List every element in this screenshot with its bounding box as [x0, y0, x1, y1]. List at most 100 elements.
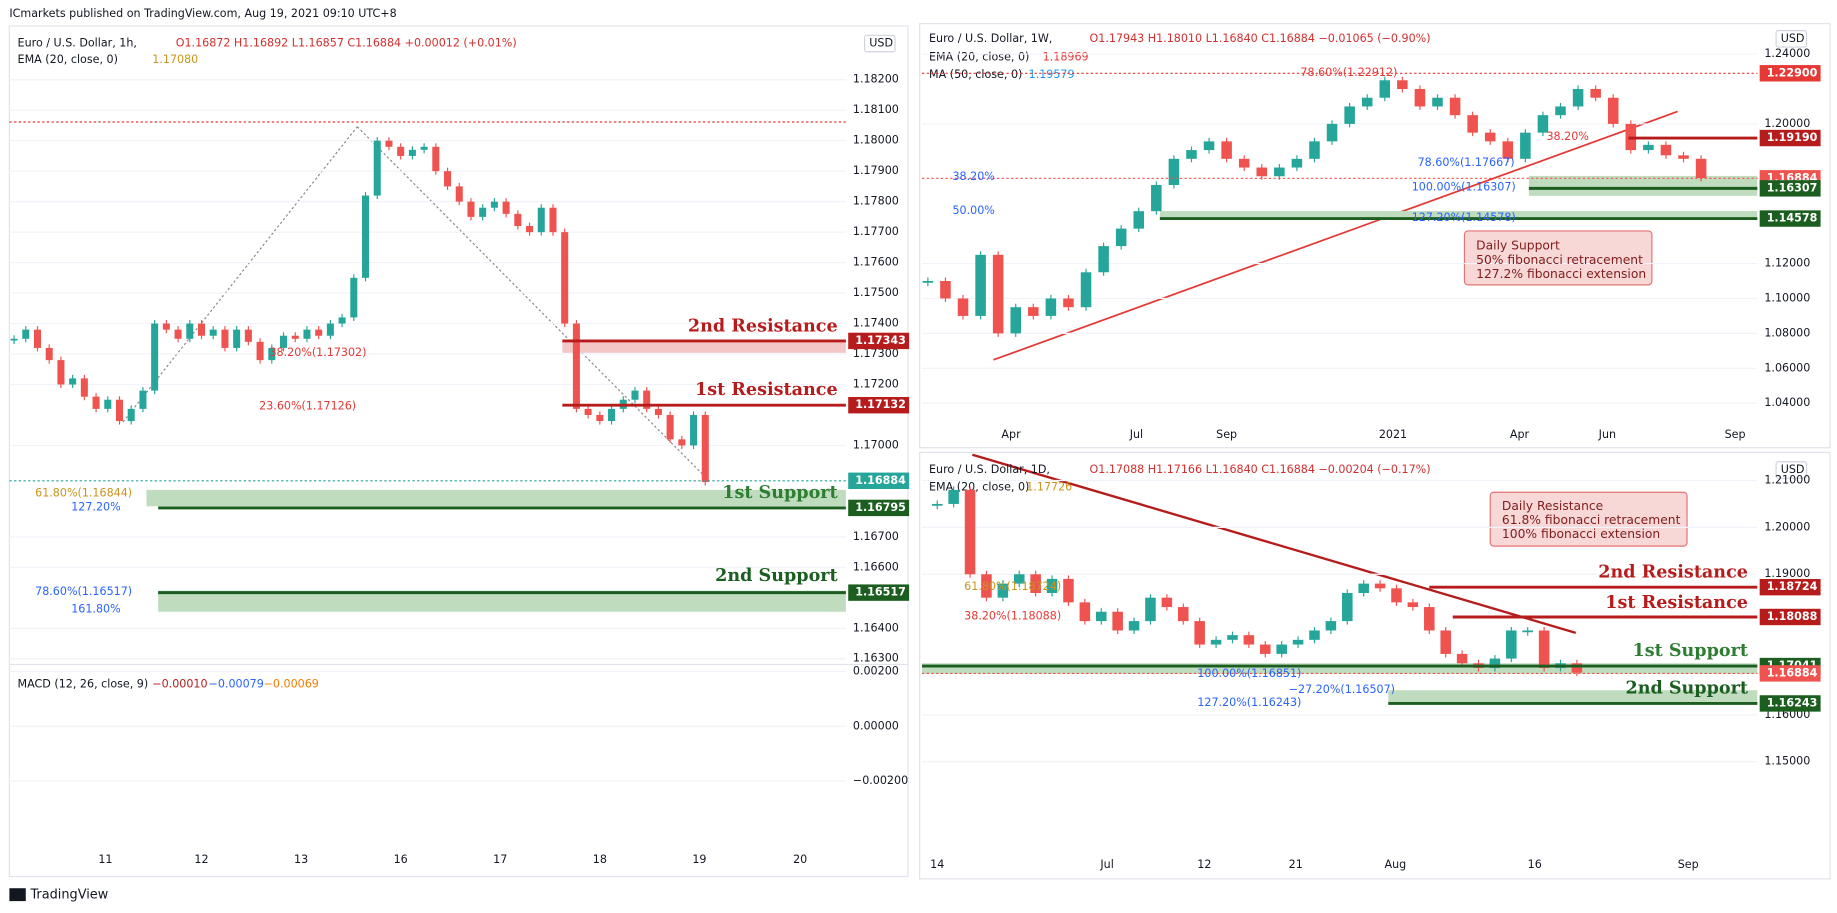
- candle: [1080, 272, 1092, 308]
- callout-text: 61.8% fibonacci retracement: [1502, 513, 1681, 527]
- candle: [162, 323, 170, 330]
- y-tick-label: 1.06000: [1764, 361, 1810, 374]
- y-tick-label: 1.16700: [853, 530, 899, 543]
- price-label: 1.16795: [855, 501, 906, 514]
- price-label: 1.16884: [855, 474, 906, 487]
- x-tick-label: 21: [1289, 858, 1303, 871]
- candle: [280, 335, 288, 348]
- y-tick-label: 1.17900: [853, 164, 899, 177]
- candle: [139, 390, 147, 409]
- candle: [420, 146, 428, 150]
- currency: USD: [1781, 32, 1805, 45]
- candle: [1203, 141, 1215, 151]
- currency: USD: [869, 37, 893, 50]
- candle: [1115, 228, 1127, 247]
- candle: [362, 195, 370, 278]
- candle: [1506, 630, 1517, 659]
- candle: [104, 399, 112, 409]
- fib-label: 127.20%(1.16243): [1197, 696, 1301, 709]
- candle: [1260, 644, 1271, 654]
- candle: [291, 335, 299, 339]
- level-note: 1st Support: [1633, 641, 1749, 661]
- candle: [643, 390, 651, 409]
- candle: [922, 281, 934, 283]
- panel-frame: [919, 23, 1831, 449]
- candle: [326, 323, 334, 336]
- price-label-box: [848, 397, 910, 414]
- candle: [1374, 583, 1386, 589]
- y-tick-label: 1.16300: [853, 652, 899, 665]
- fib-label: 161.80%: [71, 602, 120, 615]
- callout-text: 127.2% fibonacci extension: [1476, 267, 1646, 281]
- candle: [432, 146, 440, 172]
- price-label: 1.16517: [855, 586, 906, 599]
- callout-box: [1463, 230, 1653, 286]
- x-tick-label: Apr: [1510, 428, 1530, 441]
- x-tick-label: 2021: [1379, 428, 1407, 441]
- x-tick-label: Sep: [1678, 858, 1699, 871]
- candle: [1660, 144, 1672, 156]
- indicator-value: 1.19579: [1029, 68, 1075, 81]
- candle: [315, 329, 323, 336]
- candle: [1030, 574, 1041, 593]
- candle: [1379, 80, 1391, 98]
- candle: [1326, 123, 1338, 142]
- price-label: 1.16884: [1767, 666, 1818, 679]
- logo: [9, 888, 26, 902]
- x-tick-label: 16: [1528, 858, 1542, 871]
- price-label: 1.16307: [1767, 181, 1818, 194]
- y-tick-label: 1.17200: [853, 377, 899, 390]
- x-tick-label: Sep: [1725, 428, 1746, 441]
- y-tick-label: 1.15000: [1764, 755, 1810, 768]
- candle: [701, 414, 709, 483]
- candle: [1407, 602, 1419, 608]
- candle: [1397, 80, 1408, 89]
- macd-value: −0.00010: [152, 677, 207, 690]
- fib-line: [356, 126, 710, 481]
- support-zone: [1159, 211, 1758, 220]
- candle: [975, 254, 986, 316]
- candle: [514, 213, 522, 227]
- candle: [303, 329, 311, 339]
- symbol-title: Euro / U.S. Dollar, 1h,: [18, 37, 137, 50]
- y-tick-label: 1.18000: [853, 134, 899, 147]
- candle: [174, 329, 182, 339]
- level-note: 2nd Support: [715, 566, 838, 586]
- y-tick-label: 1.16600: [853, 560, 899, 573]
- y-tick-label: 1.17300: [853, 347, 899, 360]
- candle: [1522, 630, 1533, 633]
- x-tick-label: Sep: [1216, 428, 1237, 441]
- symbol-title: Euro / U.S. Dollar, 1D,: [929, 463, 1050, 476]
- candle: [244, 329, 252, 342]
- candle: [350, 277, 358, 318]
- candle: [666, 414, 674, 440]
- y-tick-label: 0.00200: [853, 665, 899, 678]
- price-label: 1.18088: [1767, 610, 1818, 623]
- candle: [1210, 639, 1222, 645]
- indicator-name: EMA (20, close, 0): [18, 53, 118, 66]
- candle: [1361, 97, 1373, 107]
- y-tick-label: 1.24000: [1764, 47, 1810, 60]
- candle: [964, 489, 976, 575]
- x-tick-label: 14: [930, 858, 944, 871]
- y-tick-label: 1.17800: [853, 195, 899, 208]
- candle: [408, 149, 416, 156]
- candle: [467, 201, 475, 217]
- fib-label: 23.60%(1.17126): [259, 400, 356, 413]
- fib-label: 38.20%: [1546, 130, 1588, 143]
- candle: [1325, 621, 1337, 631]
- x-tick-label: 13: [294, 853, 308, 866]
- candle: [69, 378, 77, 385]
- candle: [385, 140, 393, 147]
- candle: [1095, 611, 1107, 622]
- resistance-zone: [562, 339, 846, 353]
- fib-label: 61.80%(1.18724): [964, 580, 1061, 593]
- price-label-box: [1759, 129, 1821, 147]
- fib-label: 50.00%: [952, 204, 994, 217]
- candle: [33, 329, 42, 348]
- candle: [1537, 115, 1549, 133]
- candle: [1502, 141, 1514, 159]
- candle: [1274, 167, 1285, 177]
